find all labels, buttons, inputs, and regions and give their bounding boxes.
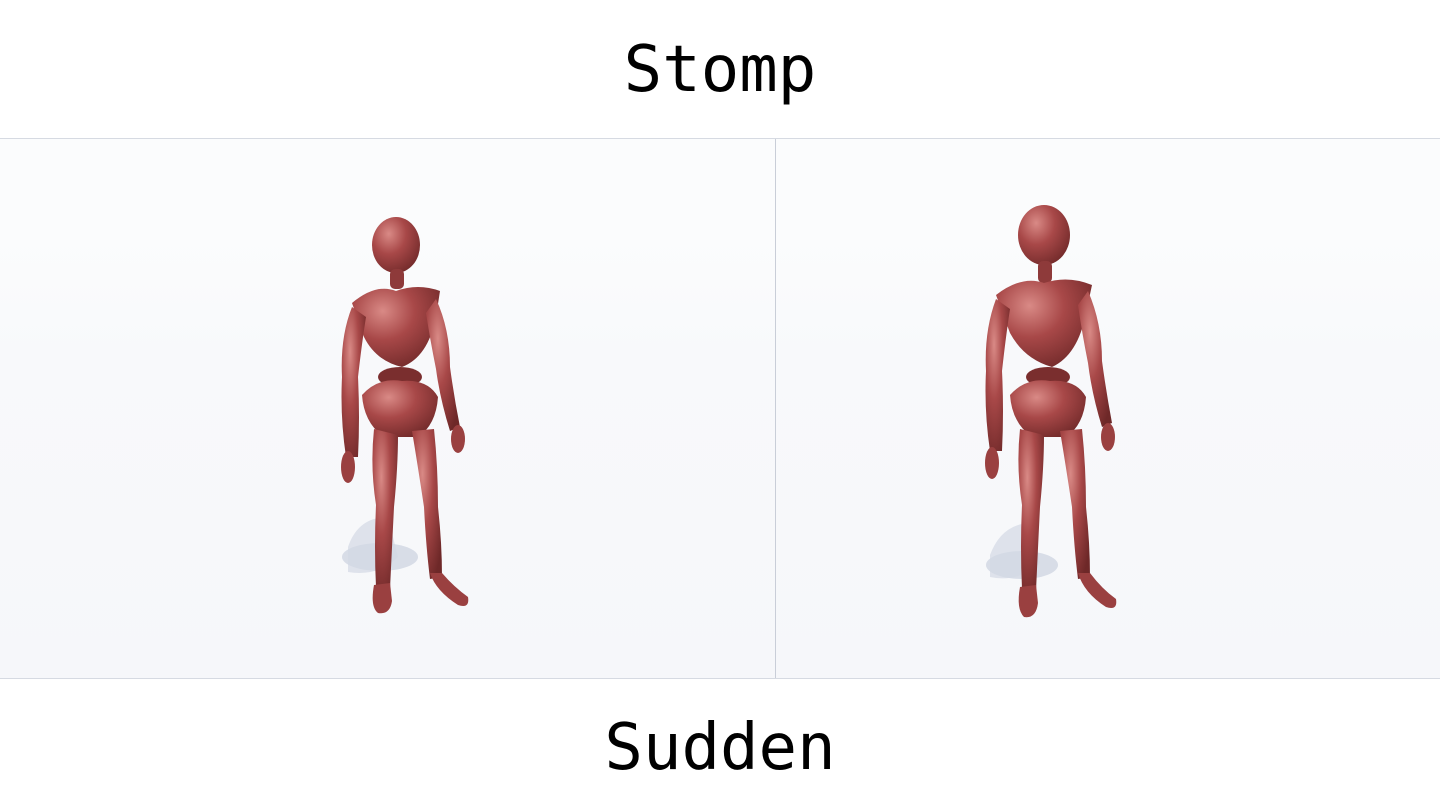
mannequin-figure-left [318,217,498,622]
mannequin-figure-right [974,205,1154,625]
viewport-panels [0,138,1440,679]
mannequin-icon [341,217,469,614]
left-viewport [0,139,776,678]
right-viewport [776,139,1440,678]
mannequin-icon [985,205,1117,618]
top-title: Stomp [623,33,817,107]
bottom-title: Sudden [604,711,836,785]
